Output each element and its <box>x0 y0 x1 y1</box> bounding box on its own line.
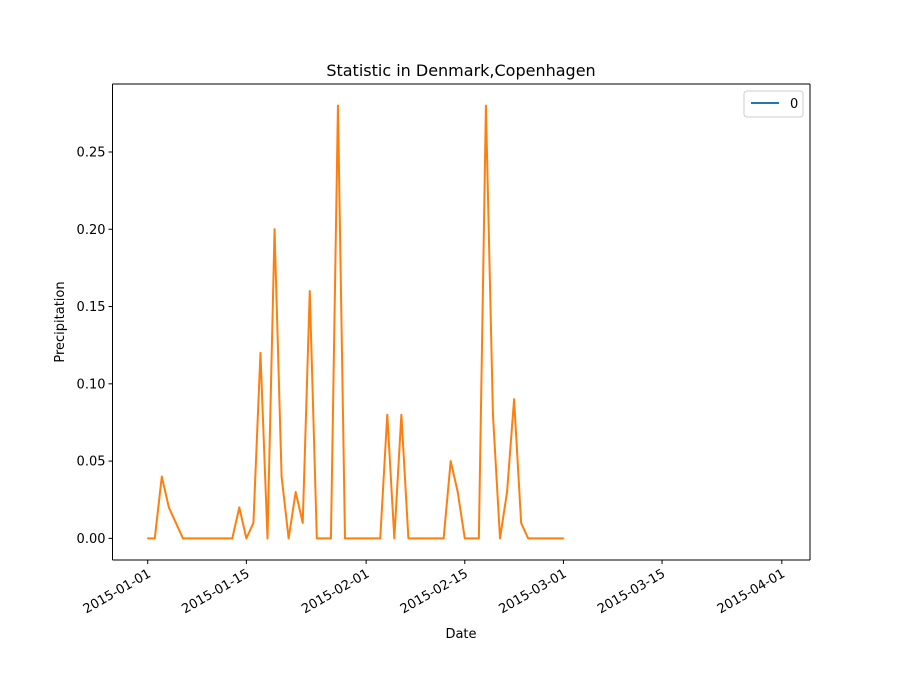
data-point <box>477 537 480 540</box>
data-point <box>308 290 311 292</box>
data-point <box>527 537 530 540</box>
data-point <box>428 537 431 540</box>
data-point <box>266 537 269 540</box>
data-point <box>506 491 508 493</box>
data-point <box>442 537 445 540</box>
data-point <box>372 537 375 540</box>
data-point <box>337 104 339 107</box>
data-point <box>400 413 403 416</box>
data-point <box>287 537 290 540</box>
data-point <box>555 537 558 540</box>
data-point <box>175 522 177 524</box>
data-point <box>160 475 163 478</box>
data-point <box>562 537 565 540</box>
plot-area <box>112 84 810 560</box>
data-point <box>499 537 501 540</box>
data-point <box>386 413 389 416</box>
data-point <box>548 537 551 540</box>
data-point <box>330 537 332 540</box>
data-point <box>259 352 262 354</box>
data-point <box>196 537 198 540</box>
y-tick-label: 0.20 <box>77 223 106 238</box>
data-point <box>245 537 248 540</box>
data-point <box>449 460 452 462</box>
data-point <box>217 537 220 540</box>
data-point <box>407 537 410 540</box>
y-tick-label: 0.05 <box>77 455 106 470</box>
data-point <box>393 537 396 540</box>
data-point <box>273 228 276 231</box>
data-point <box>210 537 213 540</box>
data-point <box>365 537 368 540</box>
y-tick-label: 0.00 <box>77 532 106 547</box>
data-point <box>344 537 346 540</box>
data-point <box>153 537 156 540</box>
x-axis-label: Date <box>445 627 476 642</box>
data-point <box>414 537 417 540</box>
data-point <box>358 537 360 540</box>
legend: 0 <box>743 90 804 118</box>
data-point <box>167 506 170 509</box>
y-axis-label: Precipitation <box>53 281 68 362</box>
data-point <box>421 537 424 540</box>
y-tick-label: 0.15 <box>77 300 106 315</box>
data-point <box>435 537 438 540</box>
data-point <box>470 537 473 540</box>
series-line-0 <box>147 104 564 540</box>
data-point <box>456 491 459 493</box>
data-point <box>294 491 297 493</box>
data-point <box>301 522 304 524</box>
y-ticks: 0.00 0.05 0.10 0.15 0.20 0.25 <box>77 146 113 547</box>
data-point <box>238 506 241 509</box>
data-point <box>534 537 537 540</box>
data-point <box>513 398 515 401</box>
data-point <box>485 104 487 107</box>
data-point <box>379 537 382 540</box>
data-point <box>315 537 318 540</box>
data-point <box>280 475 283 478</box>
data-point <box>146 537 149 540</box>
axes-layer <box>112 83 811 561</box>
data-point <box>541 537 544 540</box>
data-point <box>231 537 234 540</box>
series-layer <box>146 104 565 540</box>
y-tick-label: 0.25 <box>77 146 106 161</box>
data-point <box>203 537 205 540</box>
data-point <box>322 537 325 540</box>
data-point <box>463 537 466 540</box>
chart-title: Statistic in Denmark,Copenhagen <box>326 61 595 80</box>
data-point <box>182 537 184 540</box>
data-point <box>520 522 523 524</box>
data-point <box>351 537 353 540</box>
data-point <box>224 537 227 540</box>
legend-label-0: 0 <box>790 97 798 112</box>
data-point <box>252 522 255 524</box>
data-point <box>189 537 191 540</box>
y-tick-label: 0.10 <box>77 377 106 392</box>
data-point <box>492 413 494 416</box>
